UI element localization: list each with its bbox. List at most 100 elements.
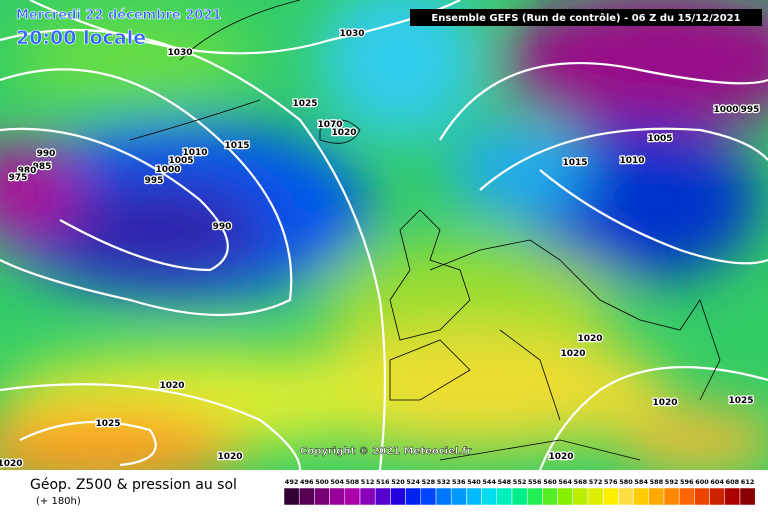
scale-swatch — [648, 487, 665, 506]
isobar-label: 980 — [18, 166, 37, 176]
scale-swatch — [450, 487, 467, 506]
isobar-label: 1015 — [224, 141, 249, 151]
scale-swatch — [374, 487, 391, 506]
scale-swatch — [390, 487, 406, 506]
scale-label: 520 — [391, 478, 405, 486]
scale-label: 508 — [346, 478, 360, 486]
scale-swatch — [709, 487, 726, 506]
scale-label: 592 — [665, 478, 679, 486]
scale-label: 552 — [513, 478, 527, 486]
isobar-label: 1020 — [560, 349, 585, 359]
scale-swatch — [678, 487, 695, 506]
scale-swatch — [359, 487, 376, 506]
isobar-label: 985 — [33, 162, 52, 172]
scale-label: 580 — [619, 478, 633, 486]
isobar-label: 995 — [145, 176, 164, 186]
scale-label: 536 — [452, 478, 466, 486]
isobar-label: 1020 — [331, 128, 356, 138]
scale-label: 496 — [300, 478, 314, 486]
scale-label: 568 — [574, 478, 588, 486]
scale-label: 576 — [604, 478, 618, 486]
scale-swatch — [557, 487, 574, 506]
time: 20:00 locale — [16, 27, 146, 49]
scale-swatch — [633, 487, 650, 506]
isobar-label: 1025 — [728, 396, 753, 406]
scale-label: 600 — [695, 478, 709, 486]
run-info: Ensemble GEFS (Run de contrôle) - 06 Z d… — [431, 12, 740, 24]
isobar-label: 1070 — [317, 120, 342, 130]
scale-swatch — [602, 487, 619, 506]
isobar-label: 1030 — [167, 48, 192, 58]
scale-swatch — [618, 487, 634, 506]
scale-swatch — [435, 487, 452, 506]
scale-swatch — [694, 487, 710, 506]
scale-swatch — [572, 487, 589, 506]
scale-label: 532 — [437, 478, 451, 486]
scale-swatch — [739, 487, 756, 506]
scale-label: 524 — [406, 478, 420, 486]
scale-swatch — [329, 487, 346, 506]
scale-label: 608 — [726, 478, 740, 486]
scale-swatch — [511, 487, 528, 506]
isobar-label: 1020 — [577, 334, 602, 344]
scale-label: 500 — [315, 478, 329, 486]
scale-label: 612 — [741, 478, 755, 486]
scale-swatch — [405, 487, 422, 506]
scale-swatch — [466, 487, 482, 506]
scale-label: 572 — [589, 478, 603, 486]
isobar-label: 1020 — [0, 459, 23, 469]
scale-label: 588 — [650, 478, 664, 486]
scale-swatch — [481, 487, 498, 506]
scale-label: 512 — [361, 478, 375, 486]
footer-title: Géop. Z500 & pression au sol — [30, 477, 237, 493]
scale-label: 528 — [422, 478, 436, 486]
scale-label: 604 — [710, 478, 724, 486]
scale-label: 560 — [543, 478, 557, 486]
isobar-label: 1025 — [292, 99, 317, 109]
scale-swatch — [283, 487, 300, 506]
scale-label: 596 — [680, 478, 694, 486]
scale-label: 584 — [634, 478, 648, 486]
scale-swatch — [298, 487, 315, 506]
scale-swatch — [542, 487, 558, 506]
footer-lead: (+ 180h) — [36, 496, 81, 507]
field — [0, 0, 768, 470]
isobar-label: 1020 — [159, 381, 184, 391]
isobar-label: 1030 — [339, 29, 364, 39]
scale-label: 544 — [482, 478, 496, 486]
isobar-label: 1020 — [217, 452, 242, 462]
isobar-label: 1020 — [652, 398, 677, 408]
date: Mercredi 22 décembre 2021 — [16, 8, 221, 23]
run-box — [410, 9, 762, 26]
isobar-label: 1000 — [155, 165, 180, 175]
isobar-label: 1005 — [168, 156, 193, 166]
isobar-label: 990 — [213, 222, 232, 232]
isobar-label: 1015 — [562, 158, 587, 168]
isobar-label: 1010 — [619, 156, 644, 166]
scale-label: 556 — [528, 478, 542, 486]
scale-label: 492 — [285, 478, 299, 486]
copyright: Copyright © 2021 Meteociel.fr — [300, 446, 471, 457]
scale-swatch — [420, 487, 437, 506]
scale-swatch — [587, 487, 604, 506]
scale-swatch — [314, 487, 330, 506]
isobar-label: 1010 — [182, 148, 207, 158]
isobar-label: 975 — [9, 173, 28, 183]
scale-label: 548 — [498, 478, 512, 486]
isobar-label: 1000 — [713, 105, 738, 115]
scale-label: 516 — [376, 478, 390, 486]
scale-swatch — [526, 487, 543, 506]
isobar-label: 1005 — [647, 134, 672, 144]
isobar-label: 990 — [37, 149, 56, 159]
scale-label: 540 — [467, 478, 481, 486]
scale-swatch — [344, 487, 361, 506]
scale-swatch — [663, 487, 680, 506]
isobar-label: 995 — [741, 105, 760, 115]
scale-label: 504 — [330, 478, 344, 486]
scale-label: 564 — [558, 478, 572, 486]
scale-swatch — [496, 487, 513, 506]
isobar-label: 1025 — [95, 419, 120, 429]
scale-swatch — [724, 487, 741, 506]
isobar-label: 1020 — [548, 452, 573, 462]
